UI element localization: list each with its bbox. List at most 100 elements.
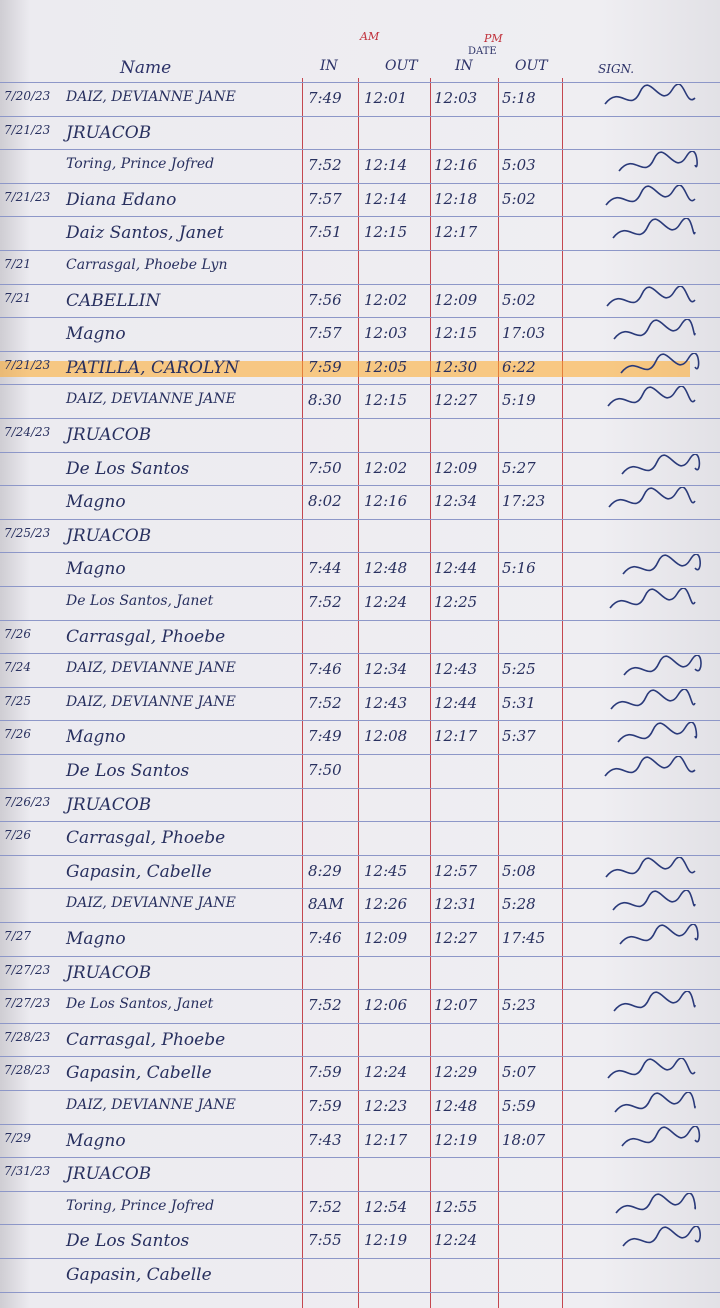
- name-cell: JRUACOB: [66, 425, 152, 445]
- pm-in-cell: 12:09: [434, 458, 478, 477]
- name-cell: JRUACOB: [66, 1164, 152, 1185]
- name-cell: DAIZ, DEVIANNE JANE: [66, 895, 236, 912]
- signature-stroke: [617, 722, 698, 743]
- pm-in-cell: 12:57: [434, 861, 478, 880]
- date-cell: 7/26/23: [4, 794, 51, 809]
- am-in-cell: 7:56: [308, 290, 342, 309]
- pm-in-header: IN: [455, 58, 473, 74]
- column-rule: [358, 78, 359, 1308]
- column-rule: [430, 78, 431, 1308]
- signature: [604, 84, 696, 105]
- ruled-line: [0, 989, 720, 991]
- pm-in-cell: 12:25: [434, 593, 478, 611]
- pm-in-cell: 12:30: [434, 357, 478, 376]
- am-out-cell: 12:26: [364, 895, 408, 914]
- ruled-line: [0, 653, 720, 655]
- am-in-cell: 7:46: [308, 929, 342, 947]
- signature-stroke: [604, 84, 696, 105]
- signature: [613, 991, 696, 1012]
- am-out-cell: 12:02: [364, 290, 408, 309]
- name-cell: Gapasin, Cabelle: [66, 1265, 212, 1285]
- date-cell: 7/21/23: [4, 357, 51, 372]
- signature-stroke: [615, 1192, 697, 1214]
- am-out-header: OUT: [385, 58, 418, 74]
- am-out-cell: 12:43: [364, 693, 408, 712]
- signature: [605, 856, 696, 878]
- am-out-cell: 12:01: [364, 89, 408, 107]
- name-cell: Carrasgal, Phoebe: [66, 828, 226, 849]
- pm-out-cell: 6:22: [502, 357, 536, 376]
- ruled-line: [0, 1090, 720, 1091]
- signature: [617, 722, 698, 743]
- signature-stroke: [621, 1125, 701, 1147]
- am-out-cell: 12:14: [364, 189, 408, 208]
- ruled-line: [0, 1224, 720, 1226]
- pm-in-cell: 12:17: [434, 223, 478, 242]
- highlight: [0, 360, 690, 377]
- date-cell: 7/27/23: [4, 996, 51, 1011]
- name-cell: JRUACOB: [66, 122, 152, 143]
- signature-stroke: [605, 184, 696, 206]
- pm-out-cell: 5:16: [502, 559, 536, 578]
- pm-in-cell: 12:55: [434, 1197, 478, 1216]
- name-cell: CABELLIN: [66, 290, 161, 311]
- ruled-line: [0, 115, 720, 117]
- signature-stroke: [604, 756, 696, 777]
- ruled-line: [0, 552, 720, 554]
- name-cell: Diana Edano: [66, 189, 177, 210]
- pm-out-cell: 5:37: [502, 727, 536, 746]
- ruled-line: [0, 250, 720, 251]
- pm-out-cell: 5:31: [502, 693, 536, 712]
- am-out-cell: 12:03: [364, 324, 408, 343]
- pm-in-cell: 12:48: [434, 1097, 478, 1115]
- pm-out-cell: 5:02: [502, 290, 536, 309]
- signature-stroke: [609, 588, 696, 609]
- am-out-cell: 12:24: [364, 593, 408, 611]
- am-in-cell: 7:55: [308, 1231, 342, 1250]
- am-in-cell: 7:52: [308, 593, 342, 611]
- date-cell: 7/21: [4, 257, 31, 271]
- ruled-line: [0, 1123, 720, 1125]
- am-out-cell: 12:08: [364, 727, 408, 746]
- signature-stroke: [622, 1226, 701, 1247]
- am-out-cell: 12:45: [364, 861, 408, 880]
- ruled-line: [0, 754, 720, 755]
- pm-out-cell: 5:02: [502, 189, 536, 208]
- signature: [620, 352, 700, 374]
- name-cell: Toring, Prince Jofred: [66, 156, 215, 173]
- name-cell: Carrasgal, Phoebe: [66, 1029, 226, 1050]
- am-out-cell: 12:54: [364, 1197, 408, 1216]
- pm-in-cell: 12:09: [434, 290, 478, 309]
- name-cell: DAIZ, DEVIANNE JANE: [66, 89, 236, 105]
- am-in-cell: 8:02: [308, 492, 342, 511]
- name-cell: DAIZ, DEVIANNE JANE: [66, 391, 236, 408]
- name-cell: De Los Santos: [66, 458, 190, 479]
- am-out-cell: 12:02: [364, 458, 408, 477]
- pm-in-cell: 12:27: [434, 391, 478, 410]
- signature: [607, 1058, 696, 1079]
- signature-stroke: [620, 352, 700, 374]
- column-rule: [562, 78, 563, 1308]
- am-header: AM: [360, 30, 380, 43]
- signature: [604, 756, 696, 777]
- am-out-cell: 12:06: [364, 996, 408, 1015]
- pm-out-header: OUT: [515, 58, 548, 74]
- am-out-cell: 12:15: [364, 391, 408, 410]
- pm-in-cell: 12:07: [434, 996, 478, 1015]
- signature: [621, 1125, 701, 1147]
- ruled-line: [0, 1056, 720, 1058]
- ruled-line: [0, 518, 720, 520]
- signature-stroke: [610, 688, 696, 710]
- signature: [610, 688, 696, 710]
- name-cell: PATILLA, CAROLYN: [66, 357, 240, 378]
- signature: [621, 453, 701, 475]
- pm-in-cell: 12:27: [434, 929, 478, 947]
- ruled-line: [0, 821, 720, 823]
- signature: [608, 487, 696, 508]
- date-cell: 7/26: [4, 727, 31, 742]
- name-cell: Gapasin, Cabelle: [66, 861, 212, 882]
- ruled-line: [0, 1291, 720, 1293]
- pm-out-cell: 5:18: [502, 89, 536, 107]
- signature: [615, 1192, 697, 1214]
- ruled-line: [0, 350, 720, 352]
